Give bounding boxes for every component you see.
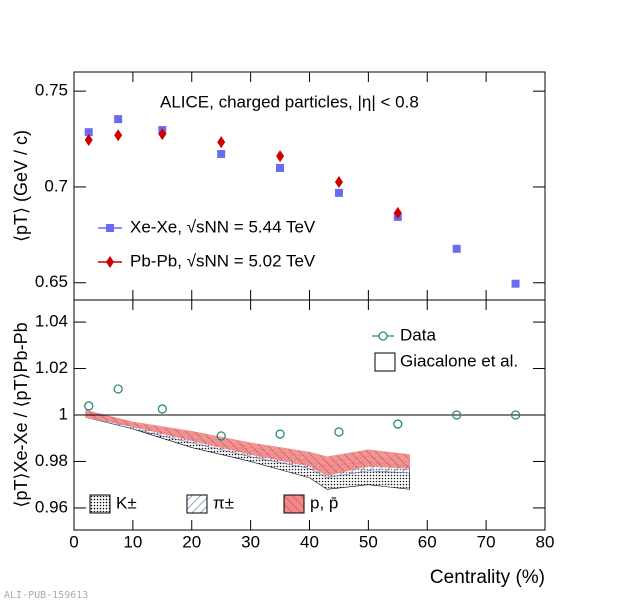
marker [217, 136, 226, 149]
x-tick-label: 30 [241, 532, 260, 551]
x-tick-label: 0 [69, 532, 78, 551]
y-tick-label: 0.98 [35, 451, 68, 470]
marker [216, 431, 226, 441]
marker [84, 401, 94, 411]
marker [276, 150, 285, 163]
chart-title: ALICE, charged particles, |η| < 0.8 [160, 92, 419, 111]
marker [334, 175, 343, 188]
y-axis-title: ⟨pT⟩Xe-Xe / ⟨pT⟩Pb-Pb [11, 322, 31, 507]
legend-marker [106, 224, 114, 232]
marker [511, 279, 520, 288]
marker [114, 129, 123, 142]
marker [157, 404, 167, 414]
legend-label: Xe-Xe, √sNN = 5.44 TeV [130, 217, 316, 236]
marker [393, 419, 403, 429]
marker [113, 384, 123, 394]
y-tick-label: 0.96 [35, 497, 68, 516]
marker [276, 163, 285, 172]
legend-label: Giacalone et al. [400, 351, 518, 370]
y-tick-label: 0.7 [44, 176, 68, 195]
y-axis-title: ⟨pT⟩ (GeV / c) [11, 130, 31, 242]
y-tick-label: 0.75 [35, 81, 68, 100]
marker [114, 115, 123, 124]
legend-label: K± [116, 493, 137, 512]
x-tick-label: 60 [418, 532, 437, 551]
y-tick-label: 1.02 [35, 358, 68, 377]
footer-note: ALI-PUB-159613 [4, 590, 88, 601]
legend-label: p, p̄ [310, 493, 338, 512]
legend-label: Pb-Pb, √sNN = 5.02 TeV [130, 251, 316, 270]
marker [158, 128, 167, 141]
legend-marker [378, 331, 388, 341]
marker [334, 427, 344, 437]
marker [452, 244, 461, 253]
x-tick-label: 10 [123, 532, 142, 551]
legend-marker [106, 256, 114, 268]
marker [84, 128, 93, 137]
marker [217, 150, 226, 159]
x-tick-label: 50 [359, 532, 378, 551]
legend-swatch [186, 494, 208, 514]
legend-swatch [283, 494, 305, 514]
marker [334, 188, 343, 197]
y-tick-label: 1 [59, 404, 68, 423]
marker [510, 410, 521, 420]
y-tick-label: 0.65 [35, 272, 68, 291]
marker [393, 206, 402, 219]
legend-label: Data [400, 325, 436, 344]
marker [84, 134, 93, 147]
y-tick-label: 1.04 [35, 312, 68, 331]
x-tick-label: 20 [182, 532, 201, 551]
marker [275, 429, 285, 439]
x-tick-label: 80 [536, 532, 555, 551]
legend-swatch [89, 494, 111, 514]
model-band [85, 409, 410, 476]
x-axis-title: Centrality (%) [430, 567, 545, 588]
x-tick-label: 40 [300, 532, 319, 551]
marker [452, 410, 462, 420]
x-tick-label: 70 [477, 532, 496, 551]
legend-label: π± [213, 493, 234, 512]
legend-swatch [374, 352, 396, 372]
